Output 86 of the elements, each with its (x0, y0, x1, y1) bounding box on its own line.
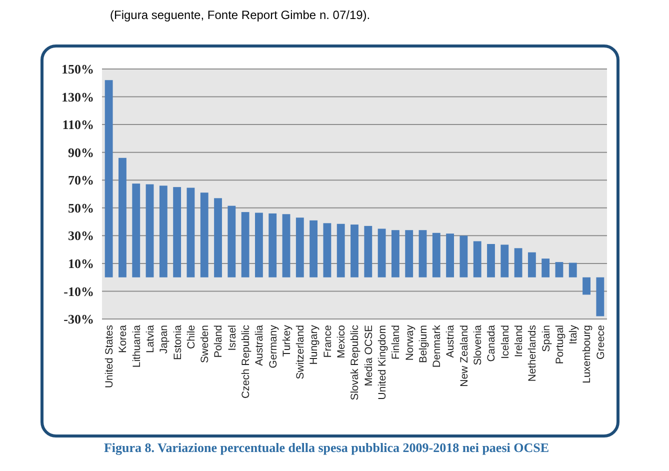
x-tick-label: Israel (226, 325, 238, 351)
y-tick-label: 70% (68, 172, 94, 188)
text: Figura 8. Variazione percentuale della spesa pubblica 2009-2018 nei paesi OCSE (104, 440, 550, 455)
bar (460, 236, 468, 278)
x-tick-label: Canada (486, 324, 498, 362)
x-tick-label: Finland (390, 324, 402, 360)
x-tick-label: Media OCSE (362, 325, 375, 386)
x-tick-label: Italy (568, 324, 580, 344)
bar (350, 224, 358, 278)
x-tick-label: Czech Republic (240, 325, 252, 399)
x-tick-label: Luxembourg (581, 324, 594, 384)
bar (500, 244, 509, 278)
y-tick-label: -10% (64, 284, 94, 299)
x-tick-label: Lithuania (130, 324, 143, 368)
bar (487, 244, 495, 278)
x-tick-label: Austria (444, 324, 457, 358)
bar (296, 218, 304, 278)
bar (405, 230, 414, 278)
y-tick-label: 130% (62, 89, 94, 104)
x-tick-label: Slovenia (472, 324, 484, 366)
x-tick-label: Mexico (336, 324, 348, 358)
x-tick-label: Sweden (199, 324, 212, 363)
x-tick-label: Ireland (512, 324, 525, 358)
x-tick-label: Estonia (172, 324, 184, 360)
bar (132, 184, 140, 278)
y-tick-label: 110% (62, 117, 94, 132)
x-tick-label: Chile (185, 324, 198, 349)
y-tick-label: 50% (68, 200, 94, 216)
bar (555, 262, 564, 278)
x-tick-label: Netherlands (526, 325, 539, 382)
x-tick-label: United Kingdom (376, 324, 388, 400)
bar (378, 228, 386, 278)
bar (104, 80, 113, 278)
bar (282, 214, 290, 278)
x-tick-label: Turkey (280, 324, 293, 357)
x-tick-label: Japan (158, 324, 170, 354)
bar (214, 198, 222, 278)
bar (200, 192, 208, 278)
x-tick-label: Switzerland (294, 324, 307, 380)
x-tick-label: Denmark (431, 324, 444, 368)
bar (528, 252, 536, 278)
x-tick-label: Poland (212, 324, 225, 358)
bar (542, 258, 550, 278)
bar (336, 224, 345, 278)
bar (582, 277, 590, 295)
bar (268, 213, 277, 278)
bar (432, 232, 440, 278)
x-tick-label: France (322, 324, 334, 358)
bar (364, 226, 372, 278)
bar (473, 241, 482, 278)
bar (255, 212, 263, 278)
bar (146, 184, 154, 278)
x-tick-label: Slovak Republic (349, 325, 362, 400)
y-tick-label: 30% (68, 228, 94, 244)
bar (186, 188, 195, 278)
text: (Figura seguente, Fonte Report Gimbe n. 07/19). (110, 8, 370, 22)
x-tick-label: Australia (254, 324, 266, 366)
bar (241, 212, 250, 278)
bar (391, 230, 400, 278)
x-tick-label: Belgium (417, 324, 430, 363)
bar (568, 262, 577, 278)
bar (446, 234, 454, 278)
y-tick-label: 90% (68, 144, 94, 160)
bar (514, 248, 522, 278)
x-tick-label: Germany (267, 324, 280, 368)
bar (596, 277, 604, 316)
bar (323, 223, 332, 278)
x-tick-label: Portugal (554, 325, 566, 364)
bar (418, 230, 427, 278)
x-tick-label: United States (104, 325, 116, 388)
bar (173, 187, 182, 278)
x-tick-label: Greece (594, 324, 607, 360)
y-tick-label: -30% (64, 312, 94, 327)
y-tick-label: 10% (68, 256, 94, 271)
bar (118, 158, 126, 278)
y-tick-label: 150% (62, 62, 94, 77)
x-tick-label: Norway (404, 324, 416, 361)
x-tick-label: Korea (117, 324, 130, 354)
bar (310, 220, 318, 278)
x-tick-label: Hungary (308, 324, 320, 365)
bar (228, 206, 236, 278)
x-tick-label: New Zealand (458, 324, 470, 387)
x-tick-label: Iceland (499, 324, 512, 359)
x-tick-label: Spain (540, 324, 552, 352)
x-tick-label: Latvia (144, 324, 156, 354)
bar (159, 186, 168, 278)
